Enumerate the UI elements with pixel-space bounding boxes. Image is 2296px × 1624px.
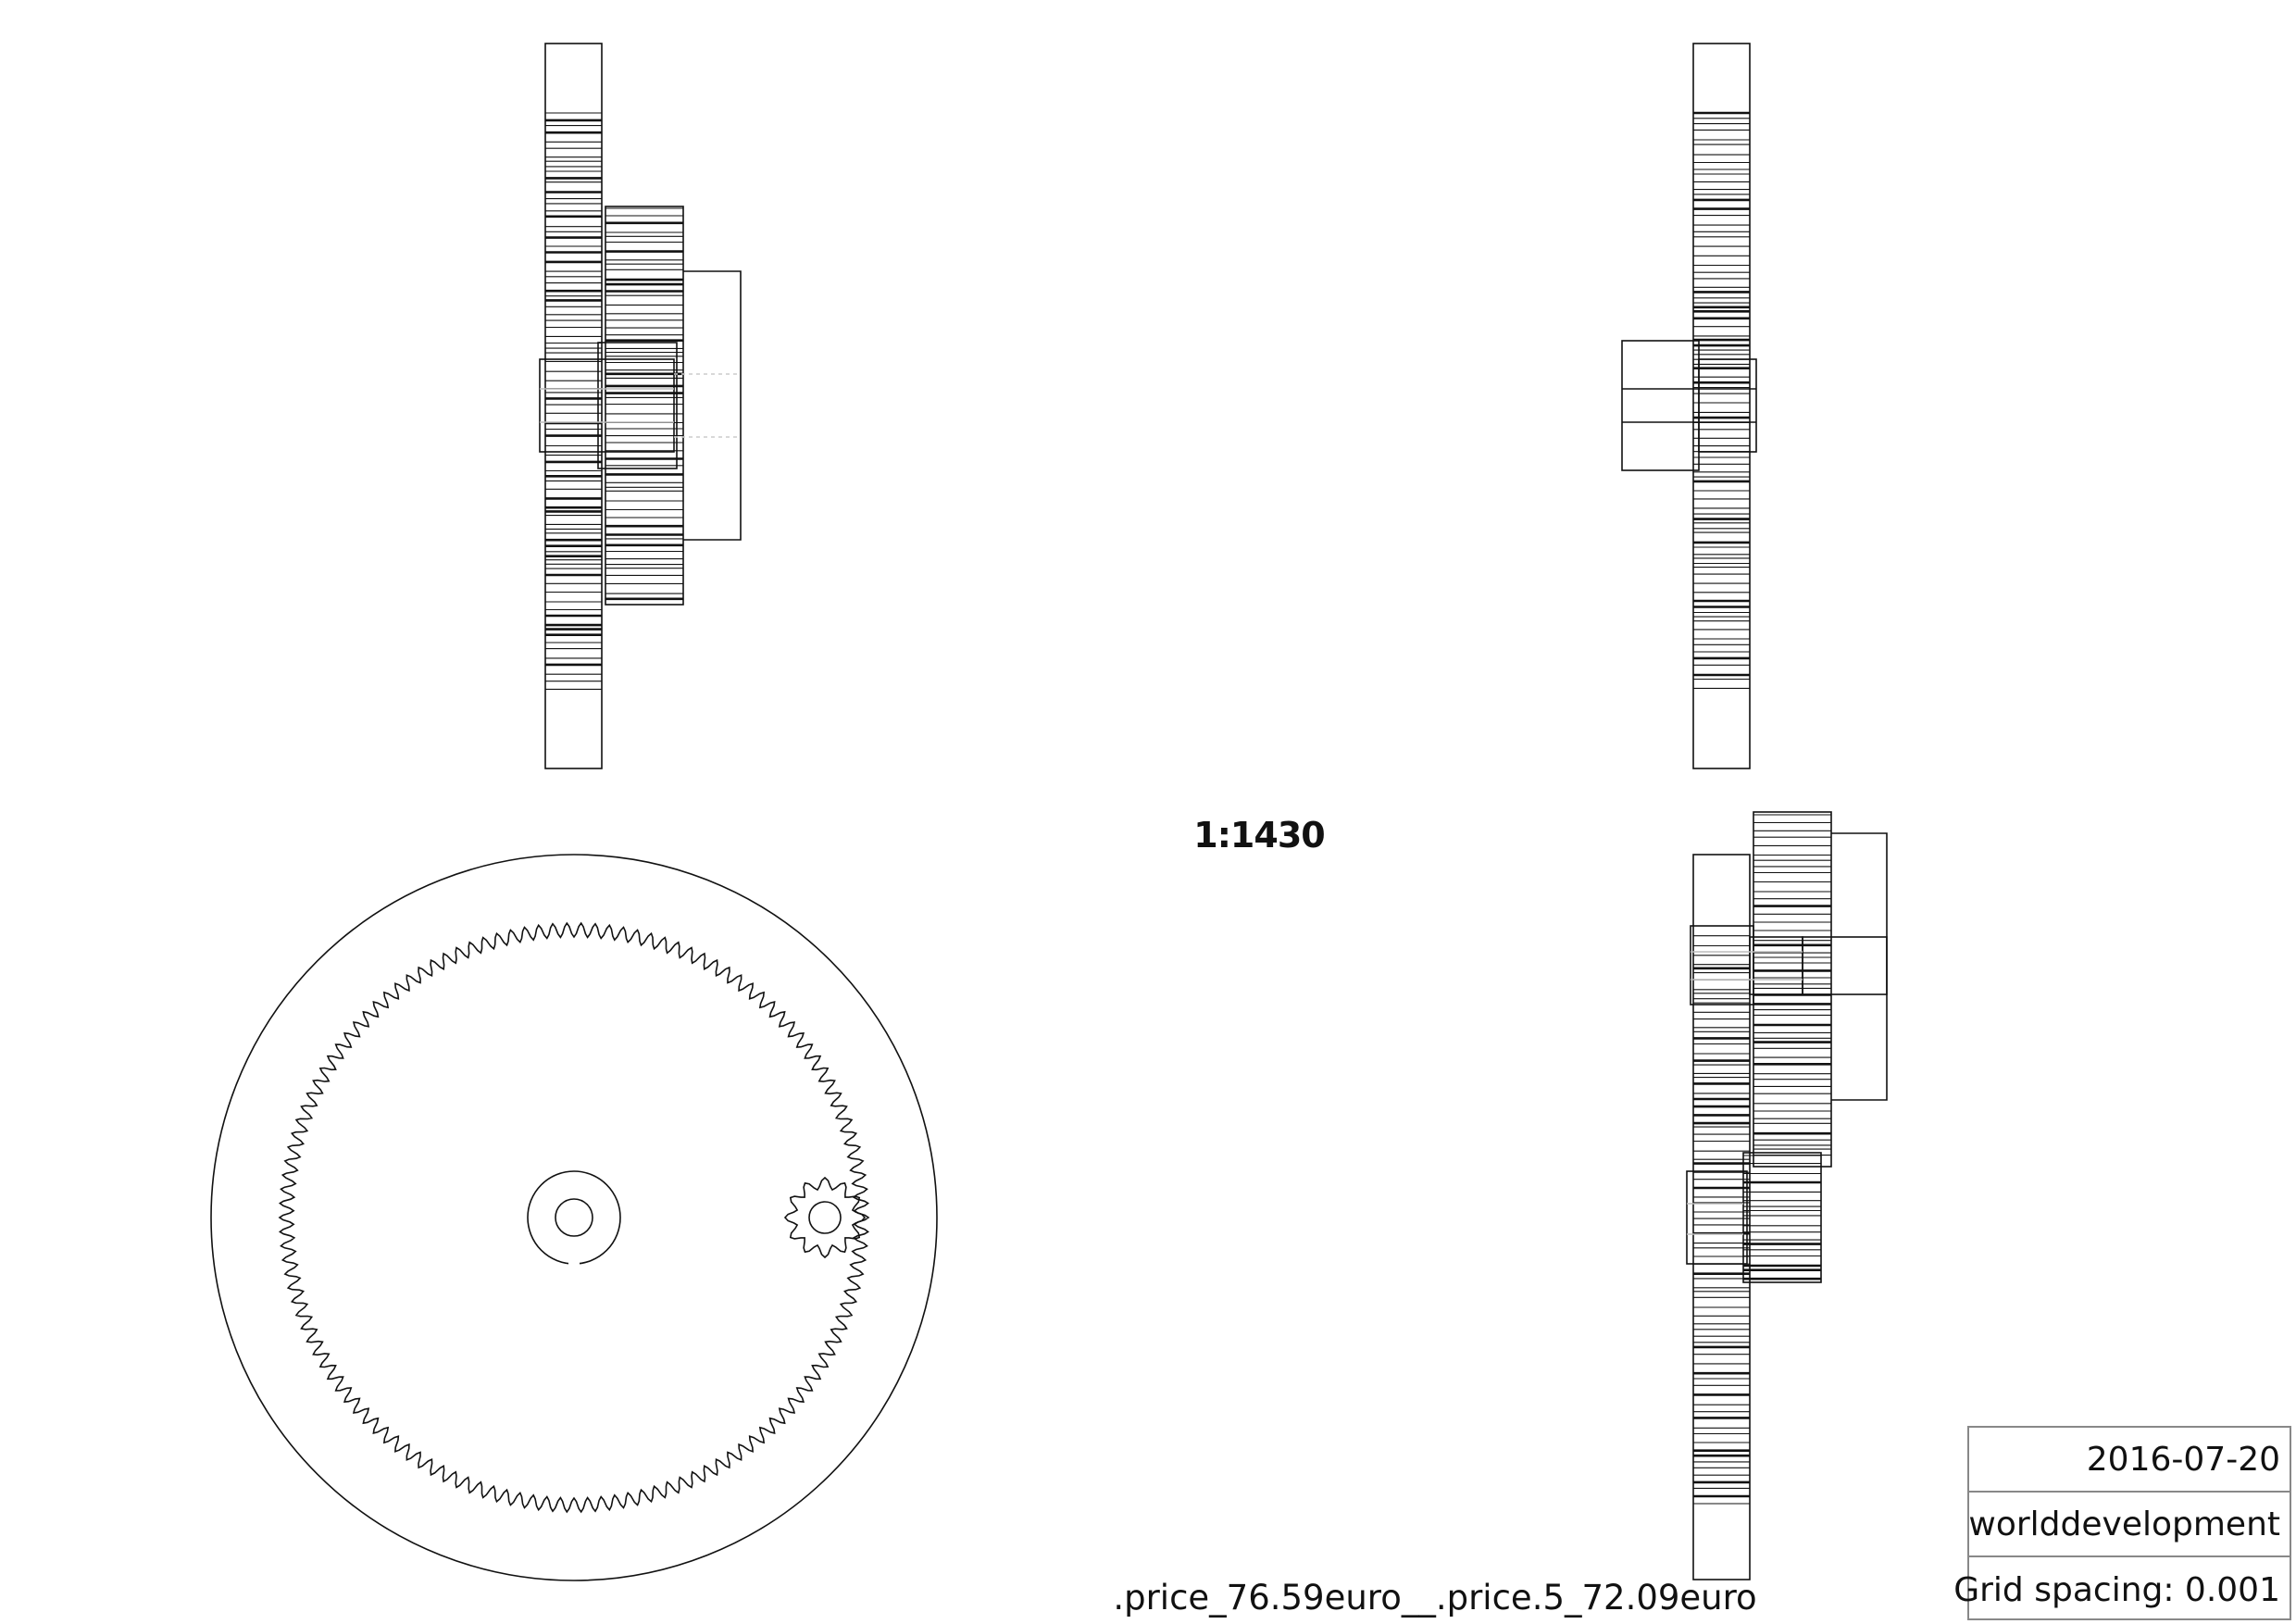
title-block: 2016-07-20 worlddevelopment Grid spacing… [1953, 1426, 2291, 1620]
title-block-grid-spacing: Grid spacing: 0.001 [1953, 1570, 2280, 1609]
side-view-top-left [539, 43, 742, 769]
filename-label: .price_76.59euro__.price.5_72.09euro [1113, 1578, 1757, 1618]
front-view-ring-gear [210, 854, 938, 1581]
title-block-author: worlddevelopment [1968, 1493, 2290, 1557]
side-view-top-right [1621, 43, 1757, 769]
title-block-date: 2016-07-20 [1969, 1428, 2290, 1493]
scale-label: 1:1430 [1193, 815, 1325, 856]
side-view-bottom-right [1686, 811, 1888, 1580]
